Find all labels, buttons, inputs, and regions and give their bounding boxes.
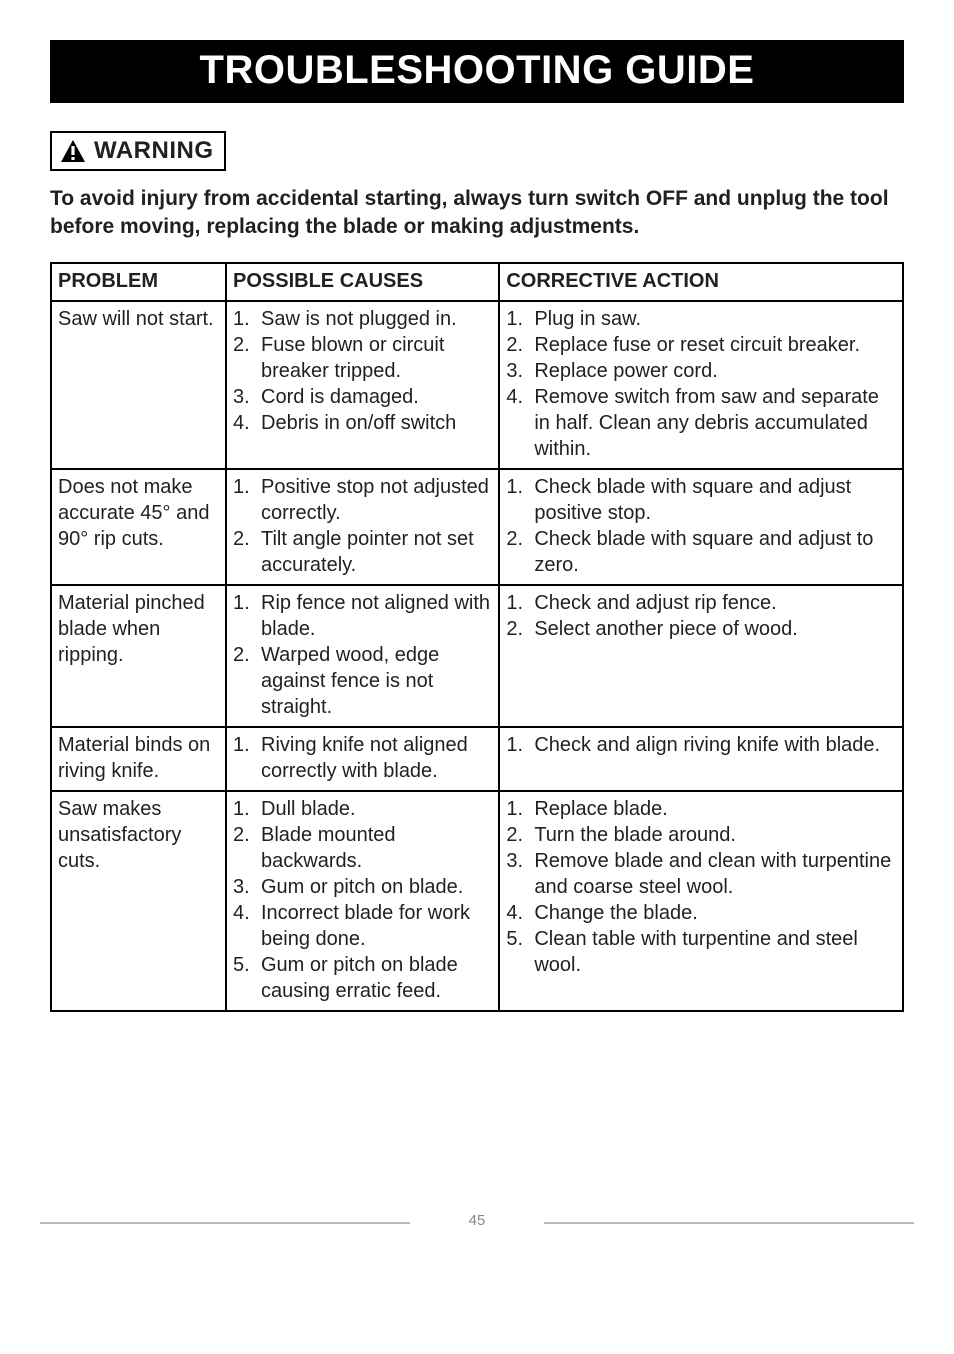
cell-causes: Riving knife not aligned correctly with … <box>226 727 499 791</box>
cell-causes: Positive stop not adjusted correctly.Til… <box>226 469 499 585</box>
cell-problem: Does not make accurate 45° and 90° rip c… <box>51 469 226 585</box>
table-row: Does not make accurate 45° and 90° rip c… <box>51 469 903 585</box>
list-item: Select another piece of wood. <box>506 616 896 642</box>
list-item: Turn the blade around. <box>506 822 896 848</box>
table-row: Saw will not start.Saw is not plugged in… <box>51 301 903 469</box>
list-item: Change the blade. <box>506 900 896 926</box>
list-item: Gum or pitch on blade causing erratic fe… <box>233 952 492 1004</box>
list-item: Incorrect blade for work being done. <box>233 900 492 952</box>
header-action: CORRECTIVE ACTION <box>499 263 903 301</box>
list-item: Remove switch from saw and separate in h… <box>506 384 896 462</box>
table-row: Saw makes unsatisfactory cuts.Dull blade… <box>51 791 903 1011</box>
list-item: Replace power cord. <box>506 358 896 384</box>
footer-rule-left <box>40 1222 410 1224</box>
list-item: Dull blade. <box>233 796 492 822</box>
table-row: Material pinched blade when ripping.Rip … <box>51 585 903 727</box>
cell-problem: Saw makes unsatisfactory cuts. <box>51 791 226 1011</box>
cell-actions: Check and adjust rip fence.Select anothe… <box>499 585 903 727</box>
list-item: Cord is damaged. <box>233 384 492 410</box>
list-item: Gum or pitch on blade. <box>233 874 492 900</box>
list-item: Riving knife not aligned correctly with … <box>233 732 492 784</box>
page-container: TROUBLESHOOTING GUIDE WARNING To avoid i… <box>0 0 954 1012</box>
list-item: Warped wood, edge against fence is not s… <box>233 642 492 720</box>
page-footer: 45 <box>0 1212 954 1249</box>
list-item: Replace blade. <box>506 796 896 822</box>
list-item: Replace fuse or reset circuit breaker. <box>506 332 896 358</box>
list-item: Positive stop not adjusted correctly. <box>233 474 492 526</box>
list-item: Rip fence not aligned with blade. <box>233 590 492 642</box>
warning-badge: WARNING <box>50 131 226 171</box>
list-item: Check and adjust rip fence. <box>506 590 896 616</box>
list-item: Tilt angle pointer not set accurately. <box>233 526 492 578</box>
troubleshooting-table: PROBLEM POSSIBLE CAUSES CORRECTIVE ACTIO… <box>50 262 904 1012</box>
list-item: Plug in saw. <box>506 306 896 332</box>
list-item: Remove blade and clean with turpentine a… <box>506 848 896 900</box>
list-item: Clean table with turpentine and steel wo… <box>506 926 896 978</box>
cell-causes: Saw is not plugged in.Fuse blown or circ… <box>226 301 499 469</box>
cell-actions: Plug in saw.Replace fuse or reset circui… <box>499 301 903 469</box>
cell-problem: Saw will not start. <box>51 301 226 469</box>
cell-problem: Material binds on riving knife. <box>51 727 226 791</box>
list-item: Check blade with square and adjust to ze… <box>506 526 896 578</box>
list-item: Blade mounted backwards. <box>233 822 492 874</box>
cell-problem: Material pinched blade when ripping. <box>51 585 226 727</box>
cell-actions: Replace blade.Turn the blade around.Remo… <box>499 791 903 1011</box>
table-row: Material binds on riving knife.Riving kn… <box>51 727 903 791</box>
warning-triangle-icon <box>60 139 86 163</box>
cell-actions: Check and align riving knife with blade. <box>499 727 903 791</box>
page-number: 45 <box>469 1212 486 1229</box>
list-item: Saw is not plugged in. <box>233 306 492 332</box>
warning-label: WARNING <box>94 137 214 165</box>
list-item: Debris in on/off switch <box>233 410 492 436</box>
footer-rule-right <box>544 1222 914 1224</box>
cell-causes: Rip fence not aligned with blade.Warped … <box>226 585 499 727</box>
cell-actions: Check blade with square and adjust posit… <box>499 469 903 585</box>
page-title: TROUBLESHOOTING GUIDE <box>50 40 904 103</box>
cell-causes: Dull blade.Blade mounted backwards.Gum o… <box>226 791 499 1011</box>
header-causes: POSSIBLE CAUSES <box>226 263 499 301</box>
list-item: Check and align riving knife with blade. <box>506 732 896 758</box>
list-item: Fuse blown or circuit breaker tripped. <box>233 332 492 384</box>
list-item: Check blade with square and adjust posit… <box>506 474 896 526</box>
intro-text: To avoid injury from accidental starting… <box>50 185 904 242</box>
header-problem: PROBLEM <box>51 263 226 301</box>
